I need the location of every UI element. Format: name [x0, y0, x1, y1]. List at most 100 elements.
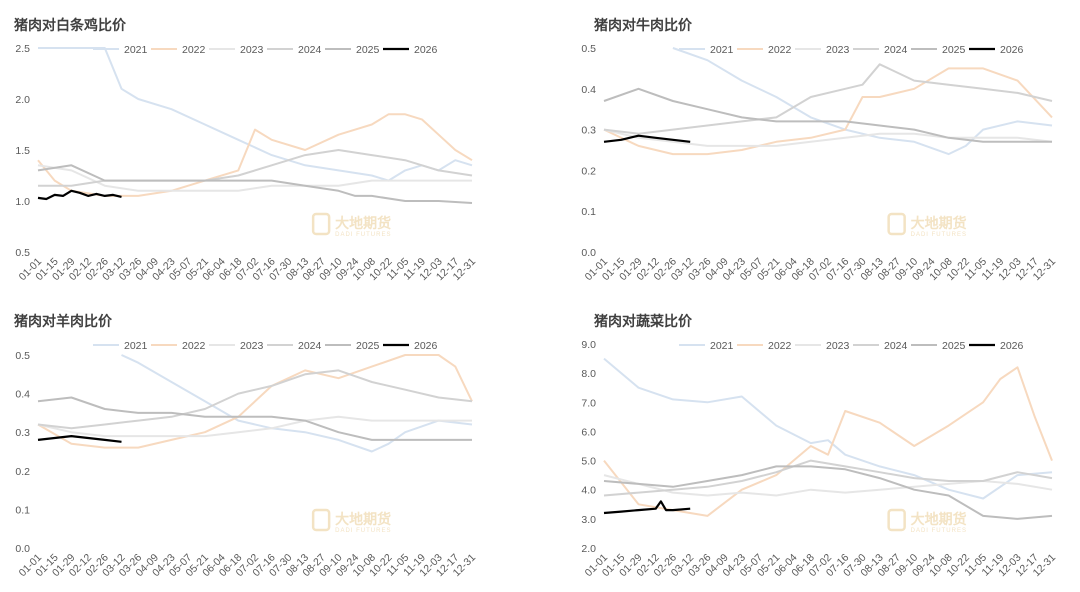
y-tick-label: 0.4: [581, 84, 596, 96]
chart-title: 猪肉对羊肉比价: [14, 314, 112, 330]
series-line-2025: [37, 164, 473, 204]
legend-item-2023: 2023: [795, 340, 850, 352]
series-line-2024: [37, 369, 473, 430]
legend-item-2021: 2021: [679, 44, 734, 56]
y-tick-label: 2.0: [15, 94, 30, 106]
legend-label: 2022: [768, 340, 792, 352]
watermark-subtext: DADI FUTURES: [911, 232, 967, 238]
series-line-2026: [603, 500, 691, 515]
y-tick-label: 1.0: [15, 196, 30, 208]
y-tick-label: 0.5: [581, 43, 596, 55]
legend-label: 2024: [298, 340, 322, 352]
legend-item-2022: 2022: [737, 44, 792, 56]
chart-pork-mutton: 猪肉对羊肉比价 0.0 0.1 0.2 0.3 0.4 0.5 01-01 01-15 01-2…: [0, 296, 540, 592]
legend-label: 2025: [356, 44, 380, 56]
y-tick-label: 0.5: [15, 247, 30, 259]
series-line-2024: [603, 63, 1053, 135]
watermark-icon: [887, 508, 906, 532]
series-line-2026: [603, 134, 691, 143]
legend-item-2026: 2026: [383, 44, 438, 56]
legend-label: 2022: [182, 44, 206, 56]
series-line-2023: [37, 164, 472, 192]
series-line-2026: [37, 189, 122, 201]
legend-label: 2024: [298, 44, 322, 56]
series-line-2026: [37, 435, 122, 443]
series-line-2021: [603, 357, 1053, 500]
legend-label: 2023: [826, 340, 850, 352]
legend-item-2023: 2023: [795, 44, 850, 56]
series-line-2025: [37, 396, 472, 441]
chart-title: 猪肉对蔬菜比价: [594, 314, 692, 330]
chart-title: 猪肉对白条鸡比价: [14, 18, 126, 34]
legend-item-2023: 2023: [209, 340, 264, 352]
watermark-icon: [311, 212, 331, 236]
chart-svg: 0.00.10.20.30.40.501-0101-1501-2902-1202…: [581, 43, 1058, 283]
legend-label: 2024: [884, 44, 908, 56]
y-tick-label: 1.5: [15, 145, 30, 157]
legend-label: 2026: [1000, 44, 1024, 56]
legend-label: 2025: [356, 340, 380, 352]
series-line-2022: [37, 354, 473, 449]
y-tick-label: 6.0: [581, 426, 596, 438]
legend-item-2022: 2022: [737, 340, 792, 352]
series-line-2025: [603, 87, 1052, 143]
chart-title: 猪肉对牛肉比价: [594, 18, 692, 34]
legend-item-2024: 2024: [267, 340, 322, 352]
watermark-text: 大地期货: [911, 511, 967, 528]
watermark-icon: [311, 508, 331, 532]
series-line-2023: [603, 128, 1053, 147]
legend-item-2024: 2024: [853, 44, 908, 56]
legend-label: 2021: [710, 340, 734, 352]
legend-label: 2026: [414, 44, 438, 56]
chart-pork-vegetable: 猪肉对蔬菜比价 2.0 3.0 4.0 5.0 6.0 7.0 8.0 9.0 01-01 01-…: [540, 296, 1080, 592]
y-tick-label: 3.0: [581, 514, 596, 526]
y-tick-label: 0.2: [581, 165, 596, 177]
legend-label: 2021: [710, 44, 734, 56]
legend-item-2022: 2022: [151, 340, 206, 352]
legend-item-2022: 2022: [151, 44, 206, 56]
watermark-subtext: DADI FUTURES: [911, 528, 967, 534]
series-line-2021: [672, 47, 1053, 156]
legend-item-2021: 2021: [679, 340, 734, 352]
series-line-2022: [603, 366, 1053, 517]
watermark-text: 大地期货: [335, 511, 391, 528]
series-line-2024: [603, 459, 1053, 497]
legend-label: 2025: [942, 44, 966, 56]
legend-label: 2022: [768, 44, 792, 56]
legend-label: 2023: [240, 44, 264, 56]
y-tick-label: 0.0: [15, 543, 30, 555]
watermark-subtext: DADI FUTURES: [335, 528, 391, 534]
series-line-2025: [603, 465, 1053, 520]
series-line-2022: [37, 113, 473, 197]
y-tick-label: 7.0: [581, 397, 596, 409]
watermark-subtext: DADI FUTURES: [335, 232, 391, 238]
legend-item-2021: 2021: [93, 44, 148, 56]
legend-label: 2024: [884, 340, 908, 352]
y-tick-label: 0.2: [15, 466, 30, 478]
y-tick-label: 9.0: [581, 339, 596, 351]
y-tick-label: 8.0: [581, 368, 596, 380]
series-line-2021: [121, 354, 473, 453]
watermark-text: 大地期货: [335, 215, 391, 232]
y-tick-label: 0.4: [15, 389, 30, 401]
legend-item-2024: 2024: [267, 44, 322, 56]
y-tick-label: 0.3: [581, 125, 596, 137]
legend-item-2026: 2026: [383, 340, 438, 352]
y-tick-label: 0.1: [15, 504, 30, 516]
chart-svg: 0.51.01.52.02.501-0101-1501-2902-1202-26…: [15, 43, 478, 283]
legend-item-2025: 2025: [911, 44, 966, 56]
chart-pork-chicken: 猪肉对白条鸡比价 0.5 1.0 1.5 2.0 2.5 01-01 01-15 01-29 0…: [0, 0, 540, 296]
legend-label: 2021: [124, 340, 148, 352]
legend-label: 2026: [414, 340, 438, 352]
legend-item-2025: 2025: [325, 340, 380, 352]
series-line-2022: [603, 67, 1053, 156]
watermark-text: 大地期货: [911, 215, 967, 232]
legend-label: 2022: [182, 340, 206, 352]
chart-svg: 0.00.10.20.30.40.501-0101-1501-2902-1202…: [15, 340, 478, 579]
legend-label: 2023: [240, 340, 264, 352]
y-tick-label: 0.0: [581, 247, 596, 259]
y-tick-label: 0.5: [15, 350, 30, 362]
chart-svg: 2.03.04.05.06.07.08.09.001-0101-1501-290…: [581, 339, 1058, 579]
y-tick-label: 2.0: [581, 543, 596, 555]
